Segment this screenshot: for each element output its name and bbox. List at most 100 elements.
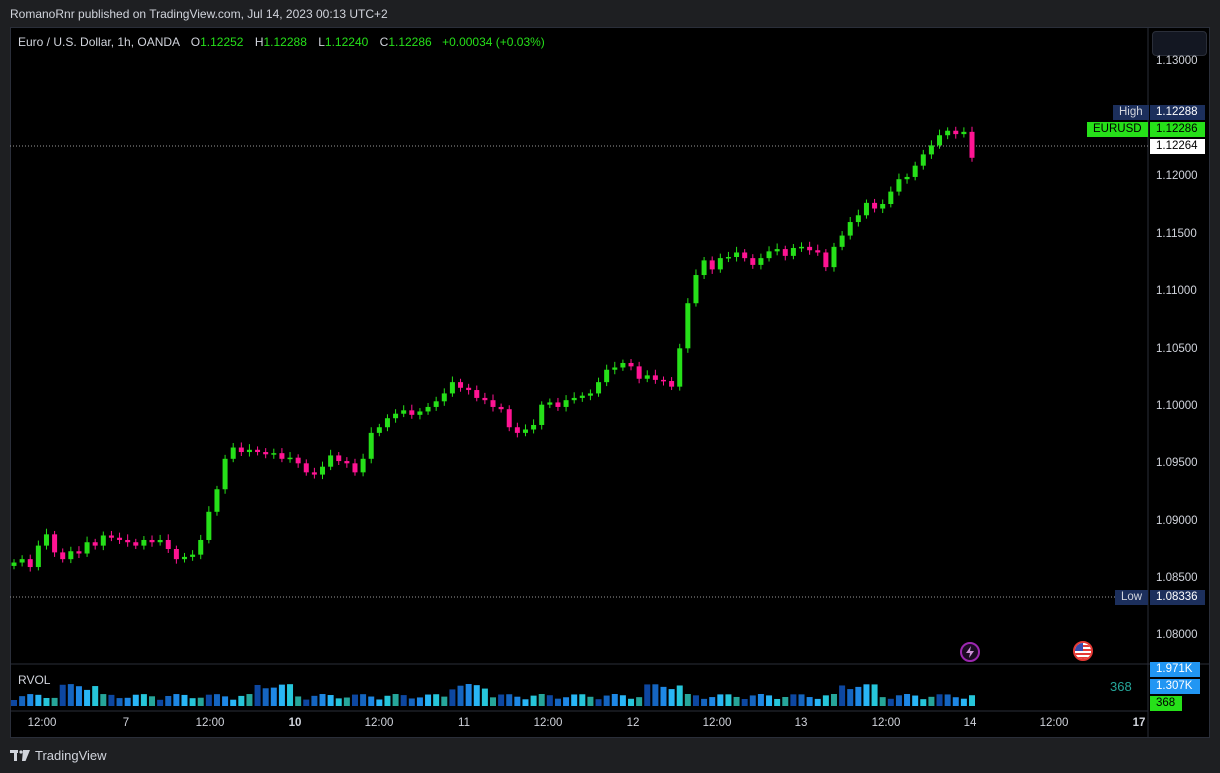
rvol-bar	[319, 694, 326, 706]
candle-body	[490, 400, 496, 407]
rvol-bar	[392, 694, 399, 706]
price-label: 1.11000	[1156, 285, 1197, 297]
rvol-value: 368	[1110, 679, 1132, 694]
rvol-bar	[51, 697, 58, 706]
candle-body	[612, 367, 618, 370]
rvol-bar	[75, 686, 82, 706]
candle-body	[693, 275, 699, 304]
rvol-bar	[952, 697, 959, 706]
candle-body	[214, 489, 220, 512]
price-label: 1.10500	[1156, 343, 1198, 355]
rvol-bar	[376, 699, 383, 706]
candle-body	[336, 455, 342, 462]
rvol-axis-top: 1.971K	[1150, 662, 1200, 677]
rvol-bar	[368, 696, 375, 706]
rvol-bar	[684, 694, 691, 706]
candle-body	[181, 556, 187, 560]
rvol-bar	[498, 694, 505, 706]
price-label: 1.13000	[1156, 55, 1198, 67]
rvol-bar	[538, 694, 545, 706]
rvol-bar	[27, 694, 34, 706]
rvol-bar	[84, 689, 91, 706]
rvol-bar	[579, 694, 586, 706]
lightning-icon[interactable]	[960, 642, 980, 662]
candle-body	[660, 379, 666, 382]
rvol-bar	[587, 696, 594, 706]
rvol-bar	[327, 695, 334, 706]
candle-body	[458, 382, 464, 388]
candle-body	[604, 369, 610, 383]
rvol-bar	[360, 694, 367, 706]
candle-body	[393, 413, 399, 419]
candle-body	[506, 409, 512, 428]
candle-body	[953, 130, 959, 135]
time-label: 13	[794, 717, 808, 729]
candle-body	[287, 457, 293, 460]
high-value: 1.12288	[263, 35, 307, 49]
candle-body	[774, 249, 780, 252]
candle-body	[555, 402, 561, 407]
time-label: 12:00	[871, 717, 901, 729]
candle-body	[125, 539, 131, 543]
candle-body	[52, 534, 58, 553]
rvol-bar	[904, 694, 911, 706]
symbol-legend[interactable]: Euro / U.S. Dollar, 1h, OANDA O1.12252 H…	[18, 35, 545, 49]
rvol-bar	[830, 694, 837, 706]
tradingview-logo-icon	[10, 750, 30, 761]
rvol-bar	[116, 698, 123, 706]
candle-body	[701, 260, 707, 276]
rvol-bar	[814, 698, 821, 706]
rvol-axis-mid: 1.307K	[1150, 679, 1200, 694]
rvol-bar	[100, 694, 107, 706]
candle-body	[709, 260, 715, 270]
us-flag-icon[interactable]	[1073, 641, 1093, 661]
candle-body	[571, 397, 577, 401]
candle-body	[360, 458, 366, 473]
rvol-bar	[960, 698, 967, 706]
rvol-bar	[676, 685, 683, 706]
candle-body	[855, 215, 861, 223]
candle-body	[896, 179, 902, 192]
rvol-title[interactable]: RVOL	[18, 673, 51, 687]
rvol-bar	[822, 695, 829, 706]
candle-body	[547, 402, 553, 405]
rvol-bar	[546, 695, 553, 706]
candle-body	[782, 249, 788, 256]
candle-body	[92, 542, 98, 546]
time-label: 12:00	[195, 717, 225, 729]
candle-body	[263, 452, 269, 455]
rvol-bar	[636, 697, 643, 706]
footer-brand[interactable]: TradingView	[10, 748, 107, 763]
rvol-bar	[197, 697, 204, 706]
chart-toolbar-button[interactable]	[1152, 31, 1207, 56]
rvol-bar	[895, 695, 902, 706]
rvol-bar	[863, 684, 870, 706]
rvol-bar	[433, 694, 440, 706]
rvol-bar	[384, 695, 391, 706]
rvol-bar	[887, 698, 894, 706]
candle-body	[872, 202, 878, 209]
candle-body	[279, 453, 285, 459]
candle-body	[531, 424, 537, 430]
time-label: 12:00	[364, 717, 394, 729]
rvol-bar	[839, 685, 846, 706]
candle-body	[563, 400, 569, 407]
rvol-bar	[124, 697, 131, 706]
candle-body	[246, 449, 252, 453]
candle-body	[108, 535, 114, 538]
price-label: 1.10000	[1156, 400, 1198, 412]
candle-body	[514, 427, 520, 433]
candle-body	[165, 539, 171, 550]
brand-name: TradingView	[35, 748, 107, 763]
time-label: 7	[122, 717, 130, 729]
candle-body	[831, 246, 837, 268]
candle-body	[230, 447, 236, 459]
rvol-bar	[35, 694, 42, 706]
time-label: 10	[288, 717, 302, 729]
chart-canvas[interactable]	[10, 27, 1210, 738]
candle-body	[928, 145, 934, 155]
close-value: 1.12286	[388, 35, 432, 49]
time-label: 11	[458, 717, 470, 729]
rvol-bar	[855, 686, 862, 706]
candle-body	[466, 387, 472, 391]
